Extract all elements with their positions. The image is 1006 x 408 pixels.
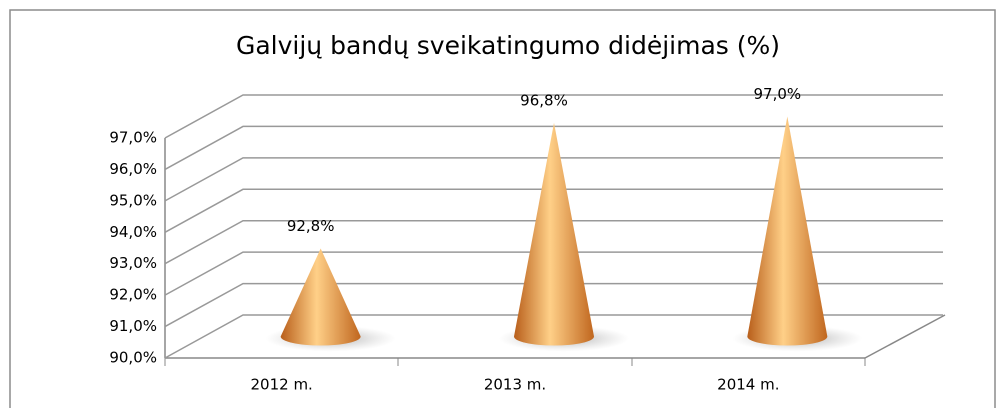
y-tick-label: 94,0% <box>109 223 157 241</box>
cone <box>747 116 828 346</box>
x-tick-label: 2013 m. <box>484 376 546 394</box>
y-tick-label: 96,0% <box>109 160 157 178</box>
value-label: 96,8% <box>520 91 568 109</box>
x-tick-label: 2014 m. <box>717 376 779 394</box>
grid-line <box>164 188 943 233</box>
y-tick-label: 91,0% <box>109 317 157 335</box>
y-tick-label: 97,0% <box>109 129 157 147</box>
value-label: 97,0% <box>754 85 802 103</box>
cone <box>514 122 594 346</box>
y-tick-label: 90,0% <box>109 349 157 367</box>
y-tick-label: 92,0% <box>109 286 157 304</box>
floor-edge <box>864 314 946 359</box>
grid-line <box>164 157 943 202</box>
value-label: 92,8% <box>287 217 335 235</box>
x-tick-label: 2012 m. <box>251 376 313 394</box>
grid-line <box>164 282 943 328</box>
grid-line <box>164 125 943 171</box>
y-tick-label: 95,0% <box>109 191 157 209</box>
grid-line <box>164 314 943 359</box>
cone <box>280 248 361 346</box>
chart-title: Galvijų bandų sveikatingumo didėjimas (%… <box>236 31 780 60</box>
grid-line <box>164 251 943 296</box>
chart-frame <box>9 9 996 408</box>
grid-line <box>164 219 943 265</box>
y-tick-label: 93,0% <box>109 254 157 272</box>
grid-line <box>164 94 943 139</box>
